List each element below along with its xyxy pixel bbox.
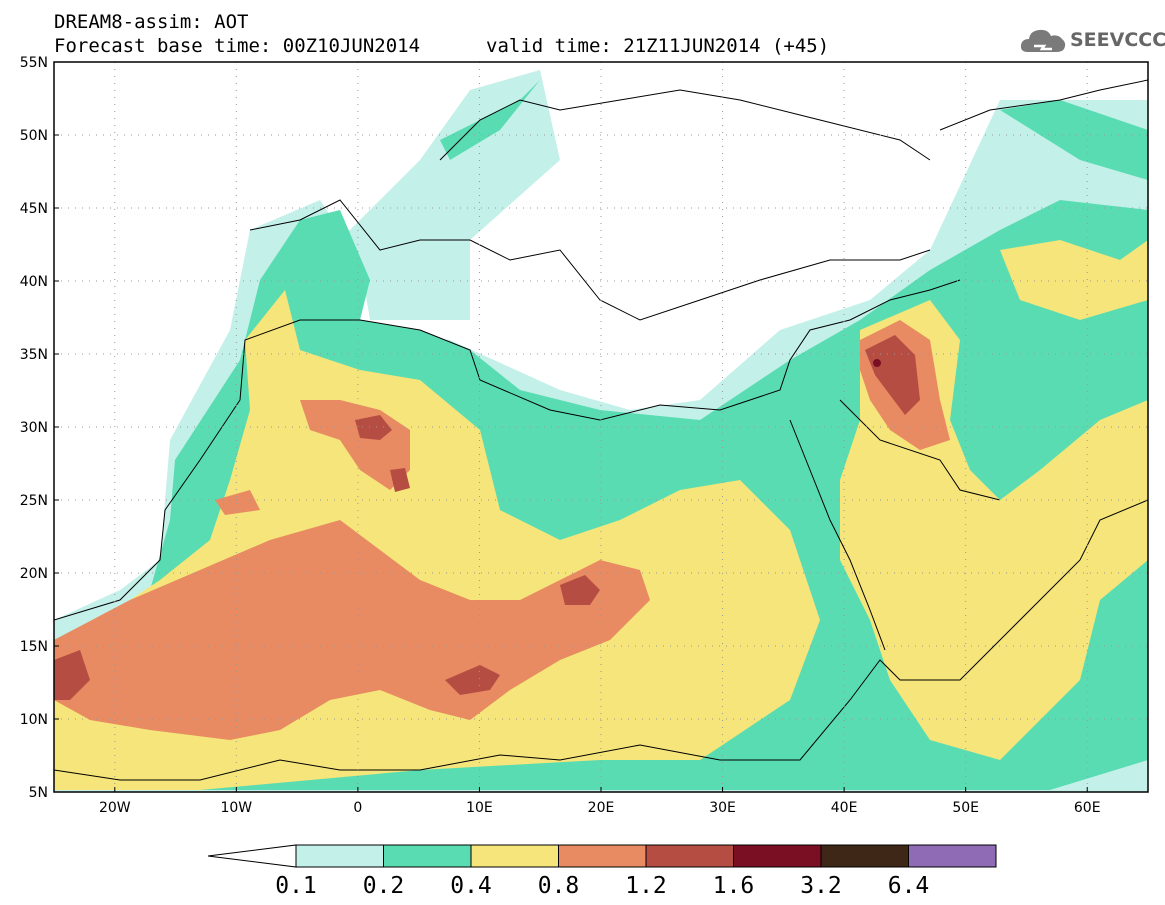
- lon-tick-label: 60E: [1074, 800, 1101, 816]
- lat-tick-label: 55N: [20, 55, 48, 71]
- forecast-base-time: Forecast base time: 00Z10JUN2014: [54, 35, 421, 57]
- colorbar-label: 6.4: [888, 873, 930, 899]
- lon-tick-label: 40E: [831, 800, 858, 816]
- colorbar-label: 1.6: [713, 873, 755, 899]
- aot-level-1.2: [54, 335, 920, 700]
- colorbar-label: 0.8: [538, 873, 580, 899]
- lon-tick-label: 10E: [466, 800, 493, 816]
- lat-tick-label: 10N: [20, 712, 48, 728]
- lon-tick-label: 10W: [220, 800, 252, 816]
- colorbar-label: 0.1: [275, 873, 317, 899]
- lat-tick-label: 20N: [20, 566, 48, 582]
- colorbar-segment: [908, 844, 997, 868]
- lon-tick-labels: 20W 10W 0 10E 20E 30E 40E 50E 60E: [99, 787, 1101, 816]
- cloud-icon: [1020, 29, 1066, 52]
- colorbar-segment: [558, 844, 647, 868]
- aot-field: [54, 70, 1148, 792]
- graticule: [54, 62, 1148, 792]
- lat-tick-label: 5N: [29, 785, 48, 801]
- colorbar-label: 0.4: [450, 873, 492, 899]
- map-title: DREAM8-assim: AOT: [54, 11, 249, 33]
- colorbar-segment: [470, 844, 559, 868]
- valid-time: valid time: 21Z11JUN2014 (+45): [486, 35, 830, 57]
- lat-tick-label: 25N: [20, 493, 48, 509]
- colorbar-min-arrow: [207, 844, 297, 868]
- colorbar-segment: [820, 844, 909, 868]
- colorbar-segment: [383, 844, 472, 868]
- lat-tick-label: 15N: [20, 639, 48, 655]
- colorbar-label: 0.2: [363, 873, 405, 899]
- lat-tick-label: 30N: [20, 420, 48, 436]
- colorbar-segment: [645, 844, 734, 868]
- lat-tick-label: 45N: [20, 201, 48, 217]
- lon-tick-label: 50E: [952, 800, 979, 816]
- lat-tick-label: 40N: [20, 274, 48, 290]
- lon-tick-label: 0: [353, 800, 362, 816]
- aot-colorbar: [207, 844, 997, 868]
- colorbar-label: 3.2: [800, 873, 842, 899]
- logo-text: SEEVCCC: [1070, 29, 1165, 51]
- lon-tick-label: 20W: [99, 800, 131, 816]
- lon-tick-label: 20E: [588, 800, 615, 816]
- colorbar-segment: [295, 844, 384, 868]
- colorbar-label: 1.2: [625, 873, 667, 899]
- lat-tick-labels: 55N 50N 45N 40N 35N 30N 25N 20N 15N 10N 5N: [20, 55, 59, 801]
- colorbar-segment: [733, 844, 822, 868]
- lon-tick-label: 30E: [709, 800, 736, 816]
- lat-tick-label: 50N: [20, 128, 48, 144]
- lat-tick-label: 35N: [20, 347, 48, 363]
- aot-level-1.6: [873, 359, 881, 367]
- colorbar-labels: 0.1 0.2 0.4 0.8 1.2 1.6 3.2 6.4: [275, 873, 929, 899]
- seevccc-logo: SEEVCCC: [1018, 24, 1165, 58]
